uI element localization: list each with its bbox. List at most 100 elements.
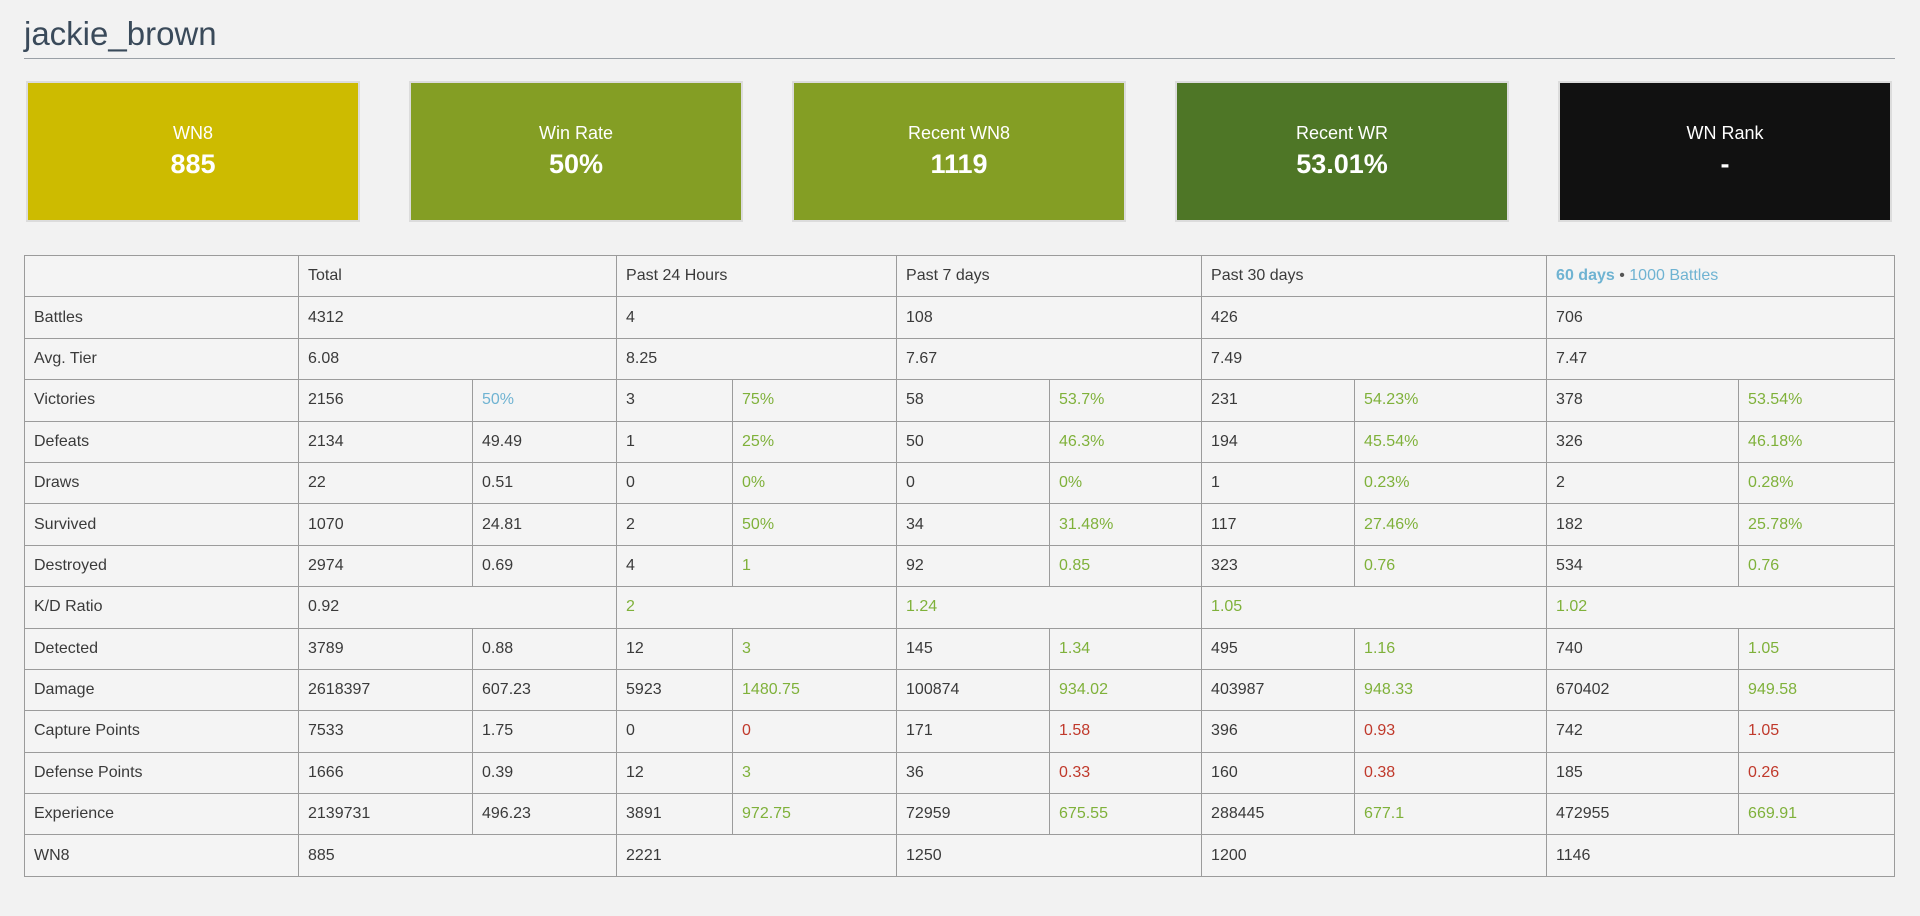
cell-total: 1070 bbox=[298, 503, 473, 546]
cell-24h-rate: 1 bbox=[732, 544, 898, 588]
cell-total: 0.92 bbox=[297, 586, 618, 629]
cell-60d-rate: 0.76 bbox=[1738, 544, 1895, 588]
cell-24h-rate: 0 bbox=[732, 710, 898, 753]
cell-7d-rate: 31.48% bbox=[1049, 503, 1203, 546]
card-wn8-label: WN8 bbox=[173, 123, 213, 143]
cell-7d: 36 bbox=[896, 751, 1051, 795]
header-past-30-days: Past 30 days bbox=[1201, 254, 1548, 298]
row-label: WN8 bbox=[24, 834, 299, 877]
cell-24h: 3 bbox=[616, 379, 734, 422]
cell-60d: 7.47 bbox=[1546, 337, 1895, 381]
cell-7d: 108 bbox=[896, 296, 1203, 339]
cell-total-rate: 0.88 bbox=[471, 627, 618, 670]
table-row-detected: Detected 3789 0.88 12 3 145 1.34 495 1.1… bbox=[24, 627, 1895, 670]
cell-24h: 2221 bbox=[616, 834, 898, 877]
cell-30d-rate: 0.93 bbox=[1354, 710, 1548, 753]
cell-60d-rate: 53.54% bbox=[1738, 379, 1895, 422]
cell-7d: 92 bbox=[896, 544, 1051, 588]
cell-7d: 1250 bbox=[896, 834, 1203, 877]
cell-60d-rate: 0.28% bbox=[1738, 461, 1895, 505]
row-label: Battles bbox=[24, 296, 299, 339]
cell-24h-rate: 0% bbox=[732, 461, 898, 505]
cell-30d: 231 bbox=[1201, 379, 1356, 422]
title-divider bbox=[24, 58, 1895, 59]
cell-24h: 4 bbox=[616, 296, 898, 339]
cell-24h: 2 bbox=[616, 503, 734, 546]
card-wn8-value: 885 bbox=[170, 149, 216, 179]
cell-30d: 396 bbox=[1201, 710, 1356, 753]
cell-30d: 7.49 bbox=[1201, 337, 1548, 381]
cell-7d: 100874 bbox=[896, 668, 1051, 712]
cell-total-rate: 49.49 bbox=[471, 420, 618, 463]
cell-60d: 378 bbox=[1546, 379, 1740, 422]
cell-60d: 534 bbox=[1546, 544, 1740, 588]
cell-24h: 12 bbox=[616, 751, 734, 795]
cell-30d: 495 bbox=[1201, 627, 1356, 670]
cell-24h: 8.25 bbox=[616, 337, 898, 381]
header-empty bbox=[24, 254, 299, 298]
cell-total: 22 bbox=[298, 461, 473, 505]
cell-total: 3789 bbox=[298, 627, 473, 670]
header-total: Total bbox=[297, 254, 618, 298]
cell-7d-rate: 53.7% bbox=[1049, 379, 1203, 422]
table-row-wn8: WN8 885 2221 1250 1200 1146 bbox=[24, 834, 1895, 877]
cell-24h: 3891 bbox=[616, 793, 734, 836]
card-win-rate-value: 50% bbox=[548, 149, 604, 179]
cell-total: 2134 bbox=[298, 420, 473, 463]
cell-60d: 742 bbox=[1546, 710, 1740, 753]
card-win-rate-label: Win Rate bbox=[538, 123, 614, 143]
cell-24h: 0 bbox=[616, 461, 734, 505]
cell-30d: 194 bbox=[1201, 420, 1356, 463]
cell-7d-rate: 1.34 bbox=[1049, 627, 1203, 670]
cell-60d-rate: 1.05 bbox=[1738, 627, 1895, 670]
cell-7d-rate: 46.3% bbox=[1049, 420, 1203, 463]
row-label: Draws bbox=[24, 461, 299, 505]
cell-30d-rate: 948.33 bbox=[1354, 668, 1548, 712]
cell-30d-rate: 1.16 bbox=[1354, 627, 1548, 670]
cell-30d: 1.05 bbox=[1201, 586, 1548, 629]
player-name: jackie_brown bbox=[24, 15, 217, 52]
cell-7d-rate: 0.33 bbox=[1049, 751, 1203, 795]
cell-30d: 403987 bbox=[1201, 668, 1356, 712]
cell-24h: 12 bbox=[616, 627, 734, 670]
row-label: Victories bbox=[24, 379, 299, 422]
cell-total-rate: 496.23 bbox=[471, 793, 618, 836]
cell-7d-rate: 934.02 bbox=[1049, 668, 1203, 712]
cell-30d: 426 bbox=[1201, 296, 1548, 339]
row-label: K/D Ratio bbox=[24, 586, 299, 629]
cell-total: 2156 bbox=[298, 379, 473, 422]
cell-total: 6.08 bbox=[297, 337, 618, 381]
row-label: Experience bbox=[24, 793, 299, 836]
cell-24h-rate: 75% bbox=[732, 379, 898, 422]
table-row-capture-points: Capture Points 7533 1.75 0 0 171 1.58 39… bbox=[24, 710, 1895, 753]
cell-30d: 1200 bbox=[1201, 834, 1548, 877]
cell-24h: 2 bbox=[616, 586, 898, 629]
cell-total: 2139731 bbox=[298, 793, 473, 836]
table-row-defense-points: Defense Points 1666 0.39 12 3 36 0.33 16… bbox=[24, 751, 1895, 795]
cell-30d-rate: 0.76 bbox=[1354, 544, 1548, 588]
header-1000-battles-link[interactable]: 1000 Battles bbox=[1629, 267, 1719, 285]
cell-30d-rate: 0.38 bbox=[1354, 751, 1548, 795]
cell-30d-rate: 54.23% bbox=[1354, 379, 1548, 422]
table-row-battles: Battles 4312 4 108 426 706 bbox=[24, 296, 1895, 339]
table-row-destroyed: Destroyed 2974 0.69 4 1 92 0.85 323 0.76… bbox=[24, 544, 1895, 588]
cell-7d: 145 bbox=[896, 627, 1051, 670]
cell-total-rate: 50% bbox=[471, 379, 618, 422]
header-row: Total Past 24 Hours Past 7 days Past 30 … bbox=[24, 254, 1895, 298]
cell-24h: 0 bbox=[616, 710, 734, 753]
table-row-draws: Draws 22 0.51 0 0% 0 0% 1 0.23% 2 0.28% bbox=[24, 461, 1895, 505]
cell-30d: 323 bbox=[1201, 544, 1356, 588]
card-win-rate: Win Rate 50% bbox=[409, 81, 743, 222]
header-60-days-link[interactable]: 60 days bbox=[1556, 267, 1615, 285]
row-label: Avg. Tier bbox=[24, 337, 299, 381]
header-separator: • bbox=[1619, 267, 1625, 285]
cell-24h-rate: 972.75 bbox=[732, 793, 898, 836]
card-wn-rank: WN Rank - bbox=[1558, 81, 1892, 222]
cell-total-rate: 607.23 bbox=[471, 668, 618, 712]
header-recent: 60 days • 1000 Battles bbox=[1546, 254, 1895, 298]
row-label: Detected bbox=[24, 627, 299, 670]
cell-24h-rate: 1480.75 bbox=[732, 668, 898, 712]
cell-7d: 72959 bbox=[896, 793, 1051, 836]
cell-7d-rate: 0.85 bbox=[1049, 544, 1203, 588]
card-recent-wr-value: 53.01% bbox=[1296, 149, 1388, 179]
